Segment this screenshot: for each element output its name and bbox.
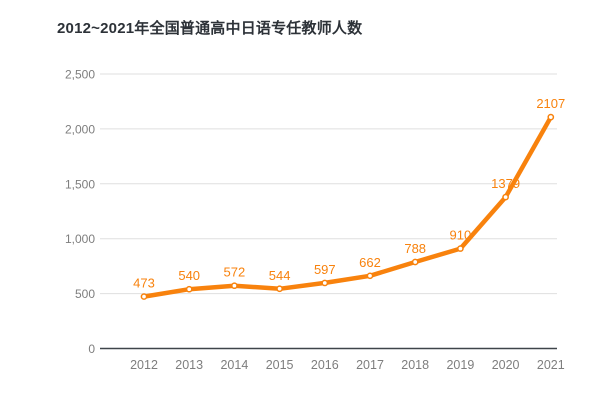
x-axis-tick-label: 2020	[492, 358, 520, 372]
data-point	[185, 285, 193, 293]
data-label: 788	[404, 241, 426, 256]
y-axis-tick-label: 0	[88, 342, 95, 356]
data-label: 540	[178, 268, 200, 283]
data-label: 662	[359, 255, 381, 270]
data-label: 544	[269, 268, 291, 283]
data-point	[457, 245, 464, 252]
x-axis-tick-label: 2018	[401, 358, 429, 372]
x-axis-tick-label: 2013	[175, 358, 203, 372]
data-point	[321, 279, 329, 287]
data-point	[411, 258, 419, 266]
data-point	[502, 193, 509, 201]
data-label: 473	[133, 276, 155, 291]
y-axis-tick-label: 2,000	[65, 122, 95, 136]
y-axis-tick-label: 1,500	[65, 177, 95, 191]
data-label: 2107	[536, 96, 565, 111]
series-line	[141, 114, 554, 299]
data-point	[547, 113, 555, 121]
x-axis-tick-label: 2017	[356, 358, 384, 372]
chart-title: 2012~2021年全国普通高中日语专任教师人数	[57, 20, 363, 37]
y-axis-tick-label: 500	[75, 287, 95, 301]
x-axis-tick-label: 2019	[446, 358, 474, 372]
data-label: 597	[314, 262, 336, 277]
x-axis-tick-label: 2015	[266, 358, 294, 372]
data-label: 572	[224, 265, 246, 280]
x-axis-tick-label: 2021	[537, 358, 565, 372]
x-axis-tick-label: 2016	[311, 358, 339, 372]
data-label: 910	[450, 228, 472, 243]
x-axis-tick-label: 2014	[220, 358, 248, 372]
data-point	[276, 285, 283, 293]
x-axis-tick-label: 2012	[130, 358, 158, 372]
data-point	[366, 272, 374, 280]
y-axis-tick-label: 1,000	[65, 232, 95, 246]
data-point	[231, 282, 238, 290]
y-axis-tick-label: 2,500	[65, 68, 95, 82]
data-point	[140, 293, 148, 300]
